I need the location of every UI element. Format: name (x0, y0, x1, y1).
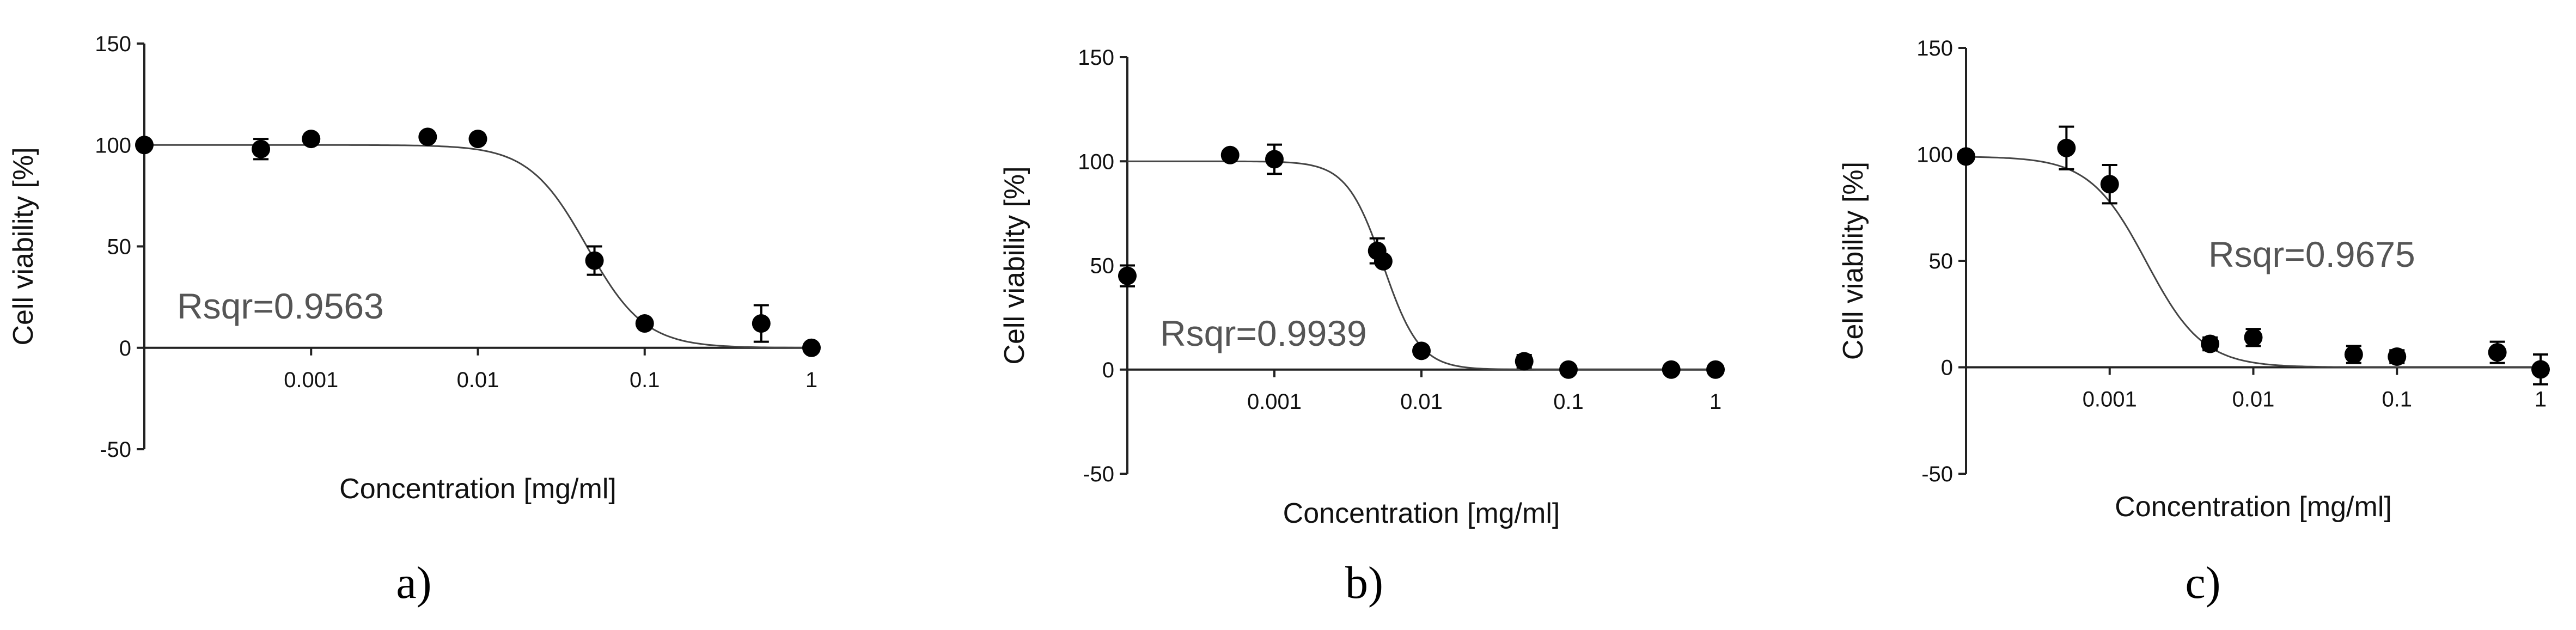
y-axis-label: Cell viability [%] (8, 147, 39, 345)
x-tick-label: 0.01 (2232, 388, 2275, 412)
data-point (1265, 150, 1284, 169)
data-point (752, 314, 771, 333)
data-point (2344, 345, 2363, 364)
chart-panel-b: 150 100 50 0 -50 0.001 0.01 0.1 1 Rsqr=0.9939 Conc… (999, 46, 1725, 608)
chart-panel-a: 150 100 50 0 -50 0.001 0.01 0.1 1 Rsqr=0.9563 Conc… (8, 32, 821, 608)
y-tick-label: 100 (1916, 143, 1953, 167)
x-tick-label: 0.01 (1400, 390, 1443, 414)
data-point (585, 251, 604, 270)
y-tick-label: -50 (1921, 462, 1953, 486)
data-point (2201, 334, 2220, 353)
data-point (2388, 347, 2407, 366)
data-point (468, 130, 487, 149)
data-point (1957, 147, 1975, 166)
rsqr-annotation: Rsqr=0.9563 (177, 286, 384, 326)
data-point (302, 130, 321, 149)
x-axis-label: Concentration [mg/ml] (2115, 491, 2392, 523)
y-tick-label: 50 (1090, 254, 1115, 278)
x-tick-label: 0.1 (2382, 388, 2412, 412)
y-axis-label: Cell viability [%] (1838, 162, 1869, 360)
data-point (1374, 252, 1393, 271)
x-tick-label: 1 (1710, 390, 1722, 414)
y-tick-label: 50 (107, 235, 132, 259)
data-point (1559, 360, 1578, 379)
y-tick-label: -50 (100, 438, 131, 462)
y-tick-label: 100 (1078, 150, 1114, 174)
y-axis-label: Cell viability [%] (999, 166, 1030, 364)
y-tick-label: 150 (95, 32, 131, 56)
data-point (135, 136, 154, 155)
data-point (2100, 175, 2119, 194)
x-tick-label: 1 (805, 368, 817, 392)
panel-label: b) (1345, 558, 1383, 608)
y-tick-label: -50 (1083, 462, 1114, 486)
data-point (1706, 360, 1725, 379)
y-tick-label: 100 (95, 133, 131, 157)
data-point (802, 338, 821, 357)
data-point (2488, 343, 2507, 362)
rsqr-annotation: Rsqr=0.9939 (1160, 313, 1367, 353)
y-tick-label: 0 (1102, 358, 1114, 382)
rsqr-annotation: Rsqr=0.9675 (2208, 234, 2415, 274)
data-point (1412, 341, 1431, 360)
x-tick-label: 0.01 (457, 368, 499, 392)
data-point (252, 139, 271, 158)
fit-curve (1965, 156, 2541, 368)
x-tick-label: 0.001 (2083, 388, 2137, 412)
data-point (2057, 138, 2076, 157)
panel-label: a) (396, 558, 431, 608)
data-point (1118, 266, 1137, 285)
x-axis-label: Concentration [mg/ml] (339, 473, 616, 505)
y-tick-label: 0 (119, 337, 131, 360)
x-tick-label: 0.001 (1247, 390, 1302, 414)
panel-label: c) (2185, 558, 2220, 608)
x-tick-label: 0.1 (1553, 390, 1584, 414)
data-point (418, 127, 437, 146)
chart-panel-c: 150 100 50 0 -50 0.001 0.01 0.1 1 Rsqr=0.9675 Conc… (1838, 36, 2550, 608)
y-tick-label: 150 (1078, 46, 1114, 70)
y-tick-label: 150 (1916, 36, 1953, 60)
x-tick-label: 1 (2535, 388, 2547, 412)
x-tick-label: 0.1 (630, 368, 660, 392)
x-tick-label: 0.001 (284, 368, 338, 392)
data-point (1220, 145, 1240, 164)
data-point (1662, 360, 1681, 379)
y-tick-label: 0 (1941, 356, 1953, 380)
data-point (2244, 328, 2263, 347)
data-point (2531, 360, 2550, 379)
data-point (635, 314, 654, 333)
data-point (1515, 352, 1534, 371)
y-tick-label: 50 (1929, 249, 1954, 273)
x-axis-label: Concentration [mg/ml] (1283, 498, 1560, 529)
